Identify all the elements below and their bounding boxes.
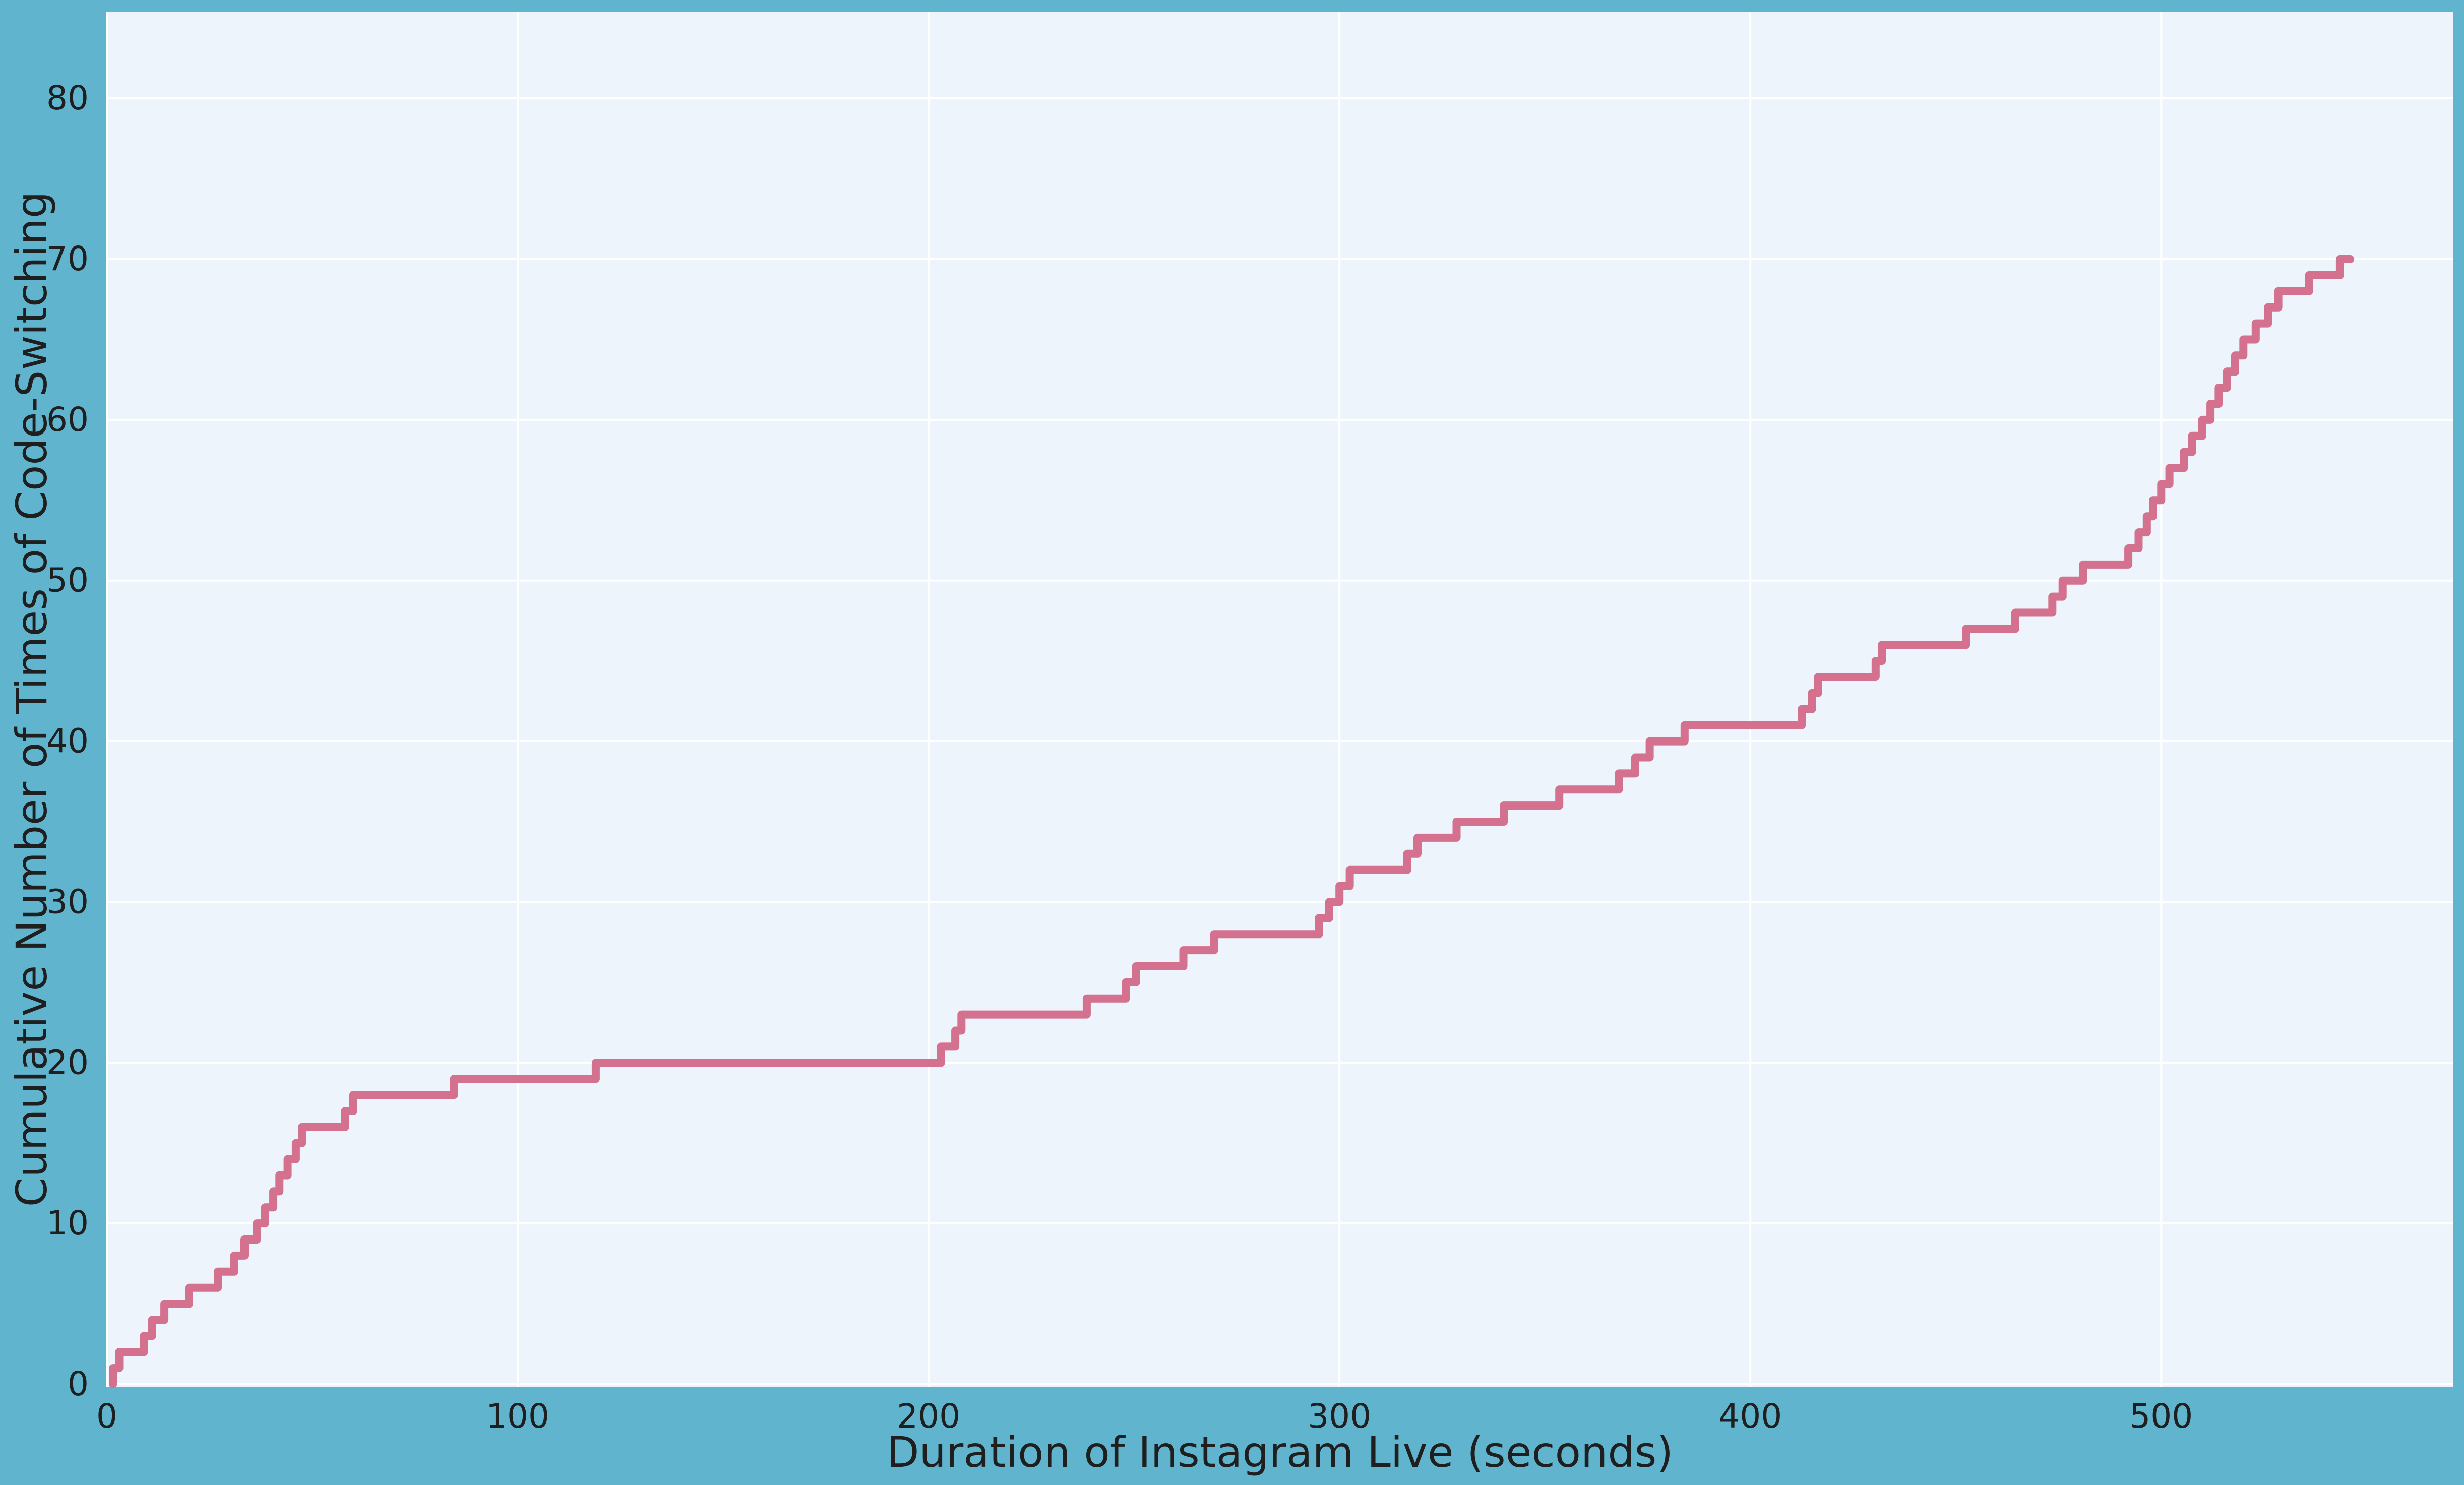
y-tick-label: 10 [46, 1204, 89, 1243]
x-tick-labels: 0 100 200 300 400 500 [96, 1397, 2193, 1436]
y-tick-label: 70 [46, 239, 89, 278]
x-tick-label: 300 [1308, 1397, 1371, 1436]
x-tick-label: 200 [897, 1397, 960, 1436]
gridlines [106, 12, 2453, 1387]
y-tick-label: 30 [46, 882, 89, 921]
y-tick-labels: 0 10 20 30 40 50 60 70 80 [46, 79, 89, 1403]
x-tick-label: 0 [96, 1397, 117, 1436]
x-tick-label: 500 [2129, 1397, 2193, 1436]
plot-area [107, 12, 2453, 1387]
y-tick-label: 50 [46, 561, 89, 600]
y-axis-label: Cumulative Number of Times of Code-Switc… [7, 192, 56, 1207]
y-tick-label: 80 [46, 79, 89, 117]
x-tick-label: 100 [486, 1397, 549, 1436]
y-tick-label: 20 [46, 1043, 89, 1082]
y-tick-label: 60 [46, 400, 89, 439]
y-tick-label: 0 [68, 1365, 89, 1403]
cumulative-step-line [109, 255, 2355, 1388]
x-tick-label: 400 [1718, 1397, 1782, 1436]
x-axis-label: Duration of Instagram Live (seconds) [887, 1428, 1673, 1477]
y-tick-label: 40 [46, 722, 89, 761]
